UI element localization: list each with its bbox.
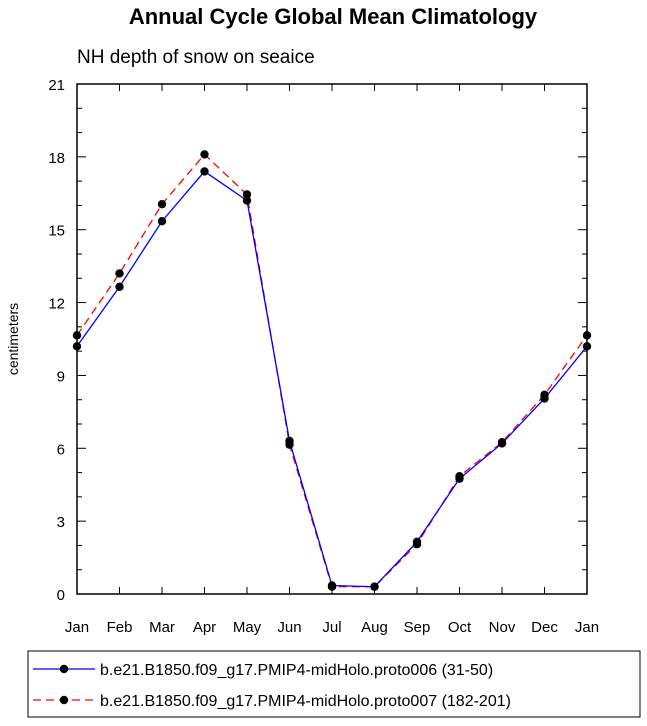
data-point-series-1: [370, 582, 379, 591]
y-tick-label: 0: [57, 587, 65, 604]
legend-swatch-marker: [59, 664, 69, 674]
data-point-series-1: [327, 581, 337, 590]
legend: b.e21.B1850.f09_g17.PMIP4-midHolo.proto0…: [33, 662, 511, 710]
x-tick-label: Sep: [404, 619, 431, 636]
x-tick-label: Jan: [65, 619, 89, 636]
x-tick-label: Jun: [277, 619, 301, 636]
legend-box: [27, 650, 641, 718]
series-line-1: [76, 170, 588, 588]
data-point-series-1: [540, 394, 549, 403]
data-point-series-2: [582, 331, 592, 340]
legend-entry-1: b.e21.B1850.f09_g17.PMIP4-midHolo.proto0…: [100, 662, 493, 679]
chart-subtitle: NH depth of snow on seaice: [77, 47, 315, 68]
y-tick-label: 18: [48, 150, 65, 167]
data-point-series-2: [242, 190, 252, 199]
x-tick-label: May: [233, 619, 262, 636]
data-point-series-1: [115, 282, 124, 291]
legend-entry-2: b.e21.B1850.f09_g17.PMIP4-midHolo.proto0…: [100, 693, 511, 710]
series-line-2: [76, 153, 588, 588]
x-tick-label: Mar: [149, 619, 175, 636]
data-point-series-1: [285, 436, 294, 446]
data-point-series-1: [412, 537, 422, 546]
y-tick-label: 3: [57, 514, 65, 531]
data-point-series-2: [72, 331, 82, 340]
x-tick-label: Oct: [448, 619, 472, 636]
ticks: [76, 83, 588, 595]
y-tick-labels: 0 3 6 9 12 15 18 21: [48, 77, 65, 604]
y-tick-label: 21: [48, 77, 65, 94]
chart-title: Annual Cycle Global Mean Climatology: [129, 4, 538, 29]
legend-swatch-marker: [59, 695, 69, 705]
data-point-series-1: [72, 342, 82, 351]
data-point-series-1: [497, 439, 507, 448]
data-point-series-2: [157, 200, 167, 209]
data-point-series-1: [200, 167, 209, 176]
x-tick-label: Jan: [575, 619, 599, 636]
y-tick-label: 12: [48, 296, 65, 313]
data-point-series-1: [455, 474, 464, 483]
y-tick-label: 6: [57, 441, 65, 458]
x-tick-labels: Jan Feb Mar Apr May Jun Jul Aug Sep Oct Nov Dec Jan: [65, 619, 599, 636]
data-series: [72, 150, 592, 591]
x-tick-label: Nov: [489, 619, 516, 636]
y-tick-label: 15: [48, 223, 65, 240]
data-point-series-2: [200, 150, 209, 159]
x-tick-label: Apr: [193, 619, 216, 636]
data-point-series-1: [242, 196, 252, 205]
x-tick-label: Aug: [361, 619, 388, 636]
y-axis-label: centimeters: [5, 303, 21, 375]
x-tick-label: Jul: [322, 619, 341, 636]
x-tick-label: Dec: [531, 619, 558, 636]
data-point-series-2: [115, 269, 124, 278]
x-tick-label: Feb: [107, 619, 133, 636]
data-point-series-1: [157, 217, 167, 226]
data-point-series-1: [582, 342, 592, 351]
plot-frame: [76, 83, 588, 595]
y-tick-label: 9: [57, 368, 65, 385]
